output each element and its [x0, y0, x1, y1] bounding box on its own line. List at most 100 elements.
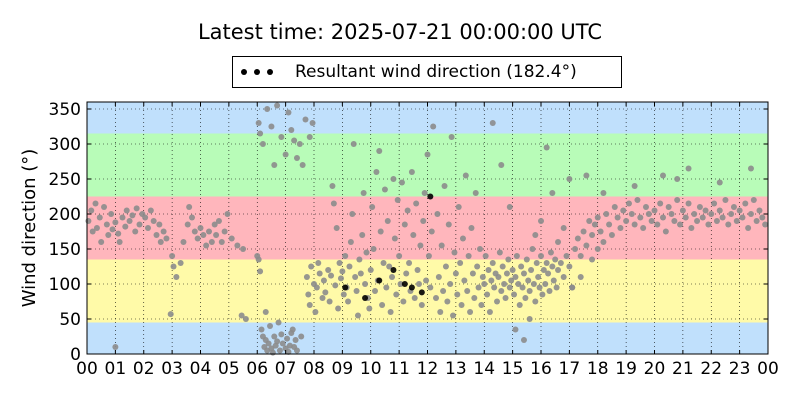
data-point	[312, 309, 319, 315]
data-point	[583, 242, 590, 249]
data-point	[373, 169, 380, 175]
data-point	[354, 312, 361, 319]
data-point	[674, 197, 681, 203]
data-point	[634, 197, 641, 203]
data-point	[481, 281, 488, 287]
data-point	[203, 242, 210, 249]
data-point	[403, 270, 410, 277]
data-point	[583, 172, 590, 179]
data-point	[523, 256, 530, 263]
data-point	[668, 211, 675, 217]
data-point	[262, 309, 269, 315]
data-point	[109, 226, 116, 233]
data-point	[733, 218, 740, 224]
data-point	[532, 232, 539, 238]
data-point	[315, 260, 322, 266]
data-point	[603, 211, 610, 217]
data-point	[526, 288, 533, 294]
data-point	[625, 200, 632, 207]
x-tick-label: 21	[672, 359, 694, 379]
data-point	[536, 284, 543, 291]
data-point	[369, 204, 376, 210]
data-point	[591, 221, 598, 228]
data-point	[276, 347, 283, 354]
data-point	[308, 263, 315, 270]
x-tick-label: 19	[615, 359, 637, 379]
data-point	[257, 130, 264, 137]
data-point	[512, 326, 519, 333]
data-point	[112, 219, 119, 226]
data-point	[105, 232, 112, 238]
data-point	[476, 246, 483, 252]
data-point	[211, 221, 218, 228]
data-point	[320, 277, 327, 284]
data-point	[679, 207, 686, 214]
data-point	[93, 225, 100, 231]
data-point	[533, 260, 540, 266]
data-point	[623, 218, 630, 224]
data-point	[173, 274, 180, 280]
data-point	[394, 197, 401, 203]
data-point	[296, 141, 303, 147]
data-point	[284, 335, 291, 342]
data-point	[372, 288, 379, 294]
data-point	[549, 263, 556, 270]
data-point	[269, 349, 276, 356]
data-point	[716, 207, 723, 214]
data-point	[309, 120, 316, 126]
data-point	[112, 344, 119, 350]
data-point	[563, 253, 570, 259]
data-point	[367, 267, 374, 273]
data-point	[475, 284, 482, 291]
data-point	[538, 253, 544, 259]
data-point	[218, 239, 225, 245]
data-point	[440, 288, 447, 294]
data-point	[462, 172, 469, 179]
data-point	[404, 207, 411, 214]
data-point	[722, 197, 729, 203]
data-point	[471, 295, 478, 301]
data-point	[730, 204, 737, 210]
data-point	[379, 302, 386, 308]
data-point	[342, 253, 349, 259]
data-point	[167, 311, 174, 318]
data-point	[555, 267, 562, 273]
data-point	[258, 326, 265, 333]
data-point	[518, 263, 525, 270]
data-point	[169, 253, 176, 259]
data-point	[461, 277, 468, 284]
data-point	[271, 333, 278, 340]
data-point	[299, 162, 306, 168]
legend-label: Resultant wind direction (182.4°)	[295, 62, 577, 82]
data-point	[389, 274, 396, 280]
data-point	[657, 200, 664, 207]
data-point	[408, 169, 415, 175]
data-point	[728, 211, 735, 217]
x-tick-label: 22	[700, 359, 722, 379]
data-point	[393, 291, 400, 298]
data-point	[759, 214, 766, 221]
x-tick-label: 07	[275, 359, 297, 379]
data-point	[608, 232, 615, 238]
data-point	[342, 284, 349, 291]
data-point	[465, 253, 472, 259]
data-point	[194, 235, 201, 242]
data-point	[268, 123, 275, 130]
data-point	[455, 204, 462, 210]
data-point	[132, 228, 139, 235]
data-point	[418, 289, 425, 296]
x-tick-label: 16	[530, 359, 552, 379]
x-tick-label: 18	[587, 359, 609, 379]
data-point	[637, 214, 644, 221]
data-point	[654, 221, 661, 228]
data-point	[278, 331, 285, 338]
data-point	[264, 106, 271, 112]
data-point	[129, 212, 136, 219]
data-point	[306, 302, 313, 308]
data-point	[288, 127, 295, 133]
data-point	[376, 277, 383, 284]
data-point	[234, 242, 241, 249]
data-point	[725, 221, 732, 228]
data-point	[362, 295, 369, 301]
data-point	[482, 253, 489, 259]
